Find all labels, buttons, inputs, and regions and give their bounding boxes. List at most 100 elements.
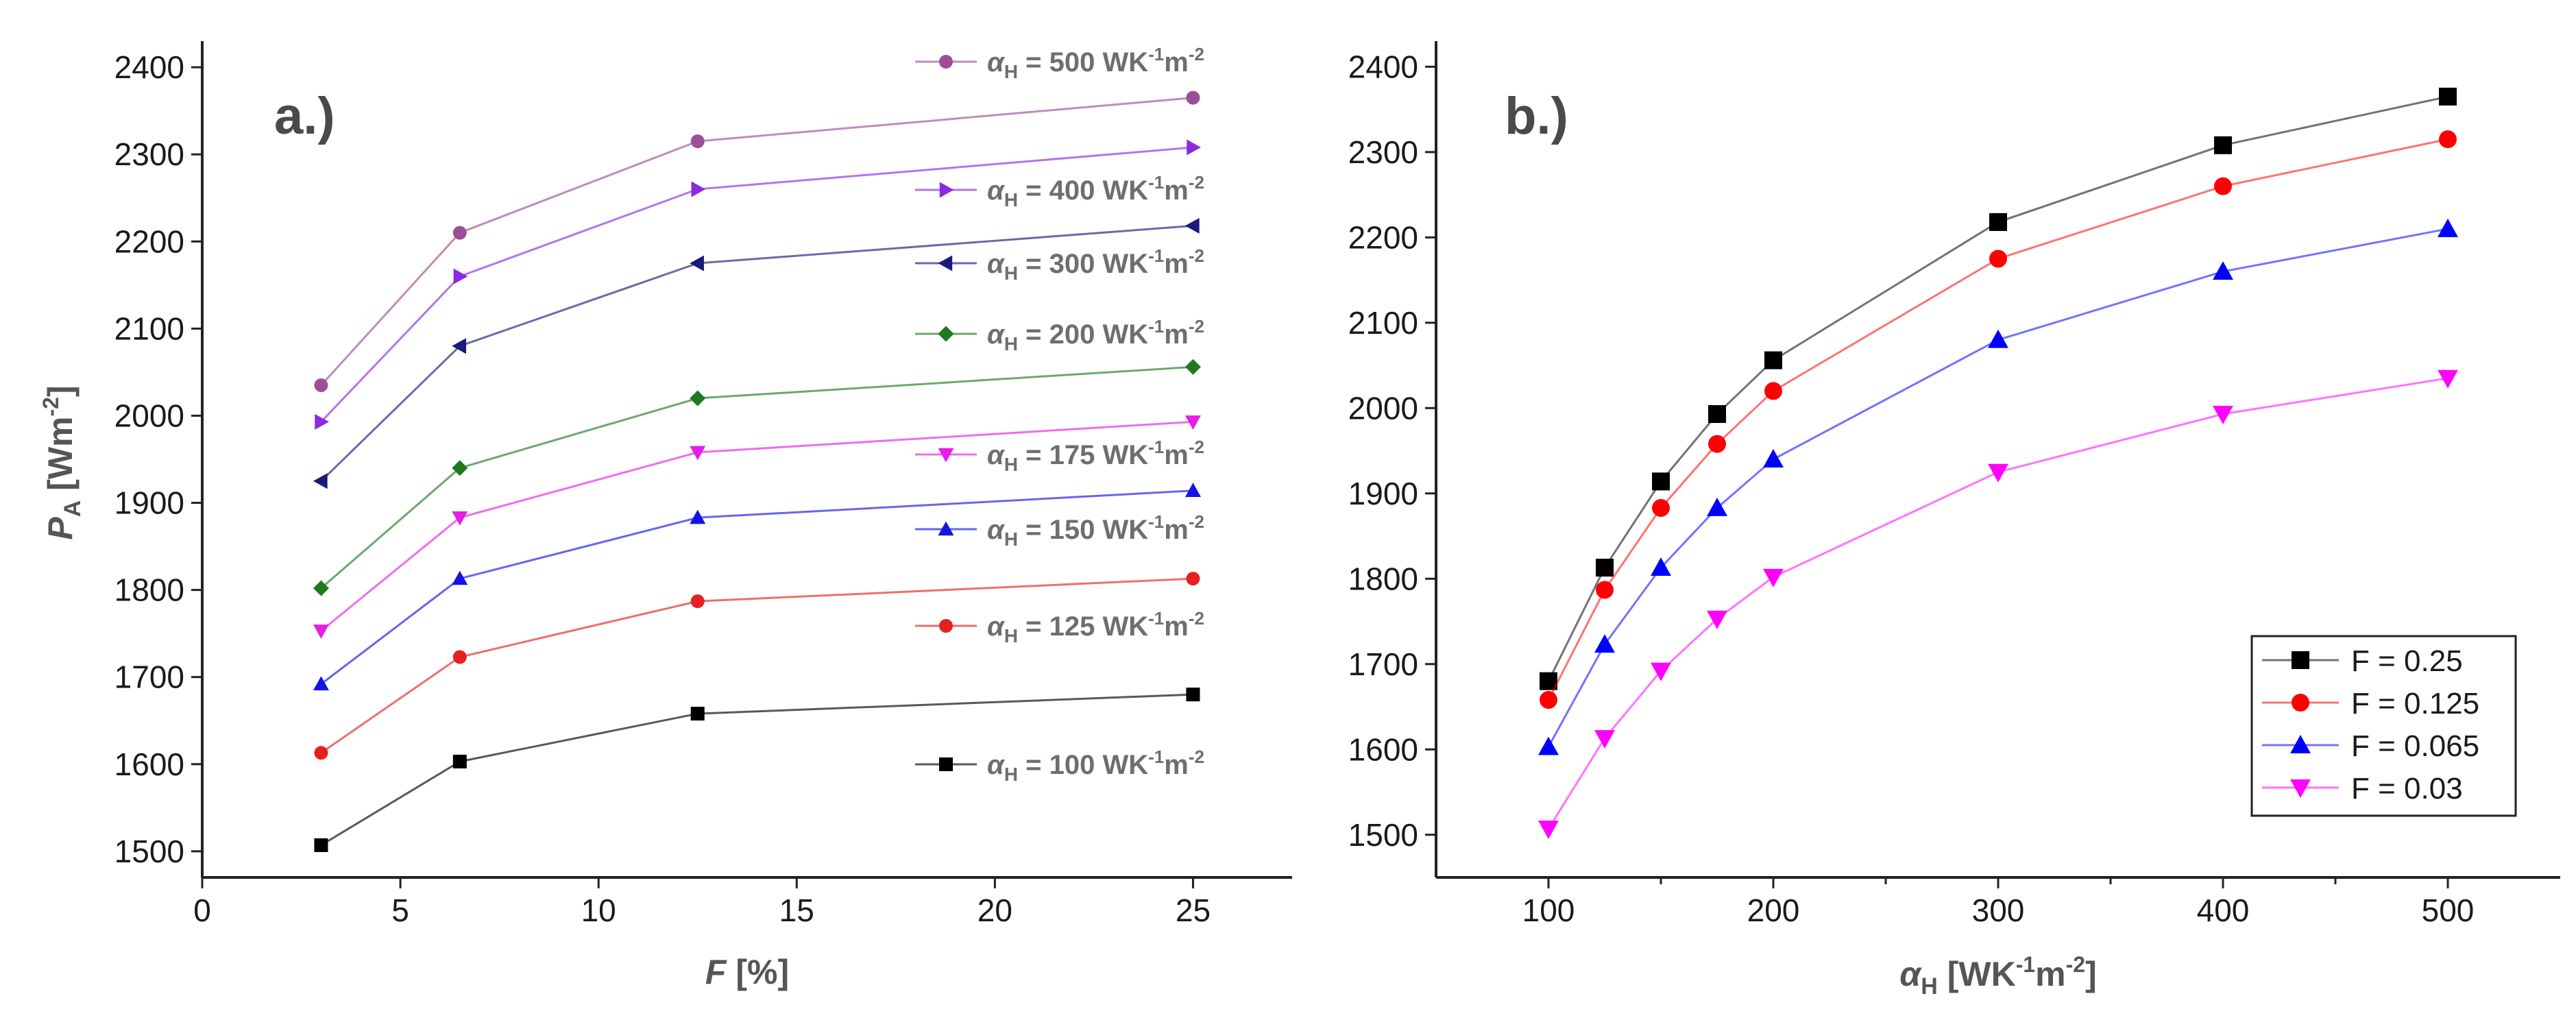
panel-b-legend-marker (2292, 651, 2309, 669)
panel-b-y-tick-label: 1800 (1348, 561, 1418, 596)
panel-a-data-point (453, 268, 468, 284)
panel-a-data-point (452, 226, 467, 240)
panel-a-legend-marker (938, 326, 954, 342)
panel-b-x-tick-label: 400 (2197, 892, 2250, 928)
panel-b-x-tick-label: 300 (1972, 892, 2025, 928)
panel-b-series-line (1547, 228, 2449, 748)
panel-b-data-point (1596, 581, 1614, 599)
panel-a-data-point (314, 838, 328, 852)
panel-a-data-point (690, 707, 705, 721)
panel-a-data-point (313, 676, 329, 691)
panel-a-data-point (690, 594, 705, 609)
panel-a-legend-item: αH = 400 WK-1m-2 (915, 172, 1204, 210)
panel-a-x-tick-label: 25 (1176, 892, 1211, 928)
panel-b-label: b.) (1505, 87, 1568, 145)
panel-b-x-label-unit-sup1: -1 (2016, 952, 2035, 977)
panel-b-legend-item: F = 0.125 (2262, 687, 2479, 720)
panel-a-series-line (320, 693, 1193, 847)
panel-a-data-point (313, 580, 329, 596)
panel-a-legend-item: αH = 500 WK-1m-2 (915, 44, 1204, 82)
panel-b-y-tick-label: 2300 (1348, 134, 1418, 170)
panel-b-data-point (2438, 218, 2458, 237)
panel-a-data-point (452, 650, 467, 664)
panel-a-data-point (690, 509, 706, 524)
panel-a-legend-label: αH = 100 WK-1m-2 (987, 746, 1204, 785)
panel-b-y-tick-label: 1500 (1348, 817, 1418, 853)
panel-a-data-point (452, 511, 468, 526)
panel-b-data-point (2214, 177, 2232, 195)
panel-b-legend: F = 0.25 F = 0.125 F = 0.065 F = 0.03 (2250, 635, 2517, 817)
panel-a-y-label-sub: A (60, 500, 86, 518)
panel-b-legend-marker (2290, 735, 2311, 753)
panel-a-ticks: 0 5 10 15 20 25 1500 1600 1700 1800 1900 2000 2100 22… (114, 49, 1211, 928)
panel-b-series (1540, 87, 2457, 690)
panel-b-data-point (1764, 351, 1782, 369)
panel-b-data-point (1596, 559, 1614, 577)
panel-a-x-tick-label: 15 (779, 892, 814, 928)
panel-b-data-point (1707, 610, 1727, 629)
panel-a-legend-marker (939, 757, 953, 771)
panel-b-legend-label: F = 0.125 (2351, 687, 2479, 720)
panel-a-series-500 (314, 90, 1200, 392)
panel-a-data-point (1184, 217, 1200, 234)
panel-a-data-point (691, 181, 706, 197)
panel-a-series-line (320, 577, 1193, 754)
panel-b-data-point (1989, 250, 2007, 268)
panel-a-legend-item: αH = 125 WK-1m-2 (915, 608, 1204, 646)
panel-a-data-point (314, 378, 328, 392)
panel-b-x-tick-label: 100 (1522, 892, 1575, 928)
panel-a-legend-label: αH = 150 WK-1m-2 (987, 511, 1204, 550)
panel-b-x-tick-label: 500 (2422, 892, 2475, 928)
panel-b-x-label-unit-pre: [WK (1938, 955, 2016, 993)
panel-a-legend-marker (939, 619, 953, 633)
panel-b-data-point (1652, 472, 1670, 491)
panel-a-series-line (320, 97, 1193, 386)
panel-b-data-point (1594, 634, 1615, 653)
panel-a-y-label-unit-sup: -2 (38, 397, 63, 416)
panel-b-y-tick-label: 1700 (1348, 646, 1418, 682)
panel-a-series-line (320, 146, 1193, 423)
panel-a-legend: αH = 500 WK-1m-2 αH = 400 WK-1m-2 αH = 300… (915, 44, 1204, 785)
panel-a-series-125 (314, 572, 1200, 760)
panel-b-ticks: 100 200 300 400 500 1500 1600 1700 1800 1900 2000 2… (1348, 49, 2475, 928)
panel-b-data-point (1763, 568, 1784, 587)
panel-a-y-tick-label: 2400 (114, 49, 184, 85)
panel-a-series-line (320, 365, 1193, 590)
panel-b-y-tick-label: 2400 (1348, 49, 1418, 84)
panel-b-y-tick-label: 1900 (1348, 476, 1418, 511)
panel-a-y-tick-label: 1500 (114, 834, 184, 869)
panel-a-legend-label: αH = 500 WK-1m-2 (987, 44, 1204, 82)
panel-a-series-line (320, 489, 1193, 685)
panel-b-series (1538, 218, 2458, 755)
panel-b-series (1538, 369, 2458, 839)
panel-a-legend-item: αH = 175 WK-1m-2 (915, 437, 1204, 475)
panel-a-y-tick-label: 2100 (114, 311, 184, 346)
panel-a-legend-marker (938, 255, 953, 271)
panel-a-data-point (1186, 572, 1200, 586)
panel-b-data-point (2439, 87, 2457, 106)
panel-b-legend-item: F = 0.065 (2262, 729, 2479, 763)
panel-a-data-point (313, 624, 329, 639)
panel-a-x-tick-label: 10 (581, 892, 616, 928)
panel-b-data-point (1988, 463, 2008, 483)
panel-a-y-tick-label: 2200 (114, 223, 184, 259)
panel-b-x-tick-label: 200 (1747, 892, 1800, 928)
panel-b-data-point (1989, 212, 2007, 231)
panel-a-data-point (313, 473, 328, 489)
panel-b-series-line (1547, 138, 2449, 701)
panel-a-data-point (452, 570, 468, 585)
panel-a-data-point (1184, 359, 1201, 375)
panel-a-x-label-unit: [%] (726, 953, 789, 991)
panel-a-label: a.) (274, 87, 335, 145)
panel-a-legend-label: αH = 200 WK-1m-2 (987, 316, 1204, 354)
panel-a-series-400 (315, 139, 1201, 430)
panel-a-legend-marker (939, 182, 954, 198)
panel-b-legend-marker (2290, 779, 2311, 798)
panel-a-x-label-main: F (705, 953, 727, 991)
panel-a-x-label: F [%] (705, 953, 789, 991)
panel-b-x-label: αH [WK-1m-2] (1899, 952, 2096, 999)
panel-b-data-point (1651, 557, 1671, 576)
panel-b-x-label-unit-close: ] (2085, 955, 2097, 993)
panel-a-y-tick-label: 2000 (114, 398, 184, 433)
